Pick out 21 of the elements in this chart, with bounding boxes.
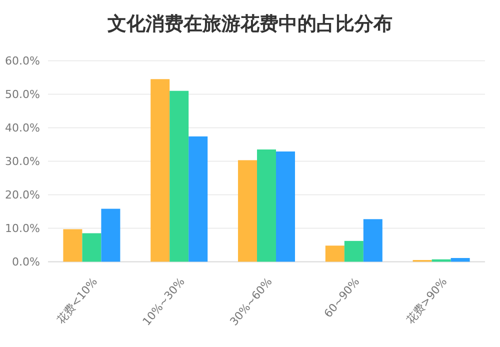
bar	[363, 219, 382, 262]
y-tick-label: 50.0%	[5, 88, 40, 102]
bar	[101, 208, 120, 262]
y-tick-label: 0.0%	[12, 256, 40, 269]
bar	[325, 246, 344, 262]
bar	[63, 229, 82, 262]
bar	[276, 151, 295, 262]
bar	[344, 240, 364, 262]
y-tick-label: 60.0%	[5, 54, 40, 68]
bar	[188, 136, 208, 262]
chart-title: 文化消费在旅游花费中的占比分布	[106, 13, 392, 35]
bar	[238, 160, 257, 262]
y-tick-label: 30.0%	[5, 155, 40, 168]
y-tick-label: 40.0%	[5, 122, 40, 135]
y-tick-label: 10.0%	[5, 222, 40, 236]
y-tick-label: 20.0%	[5, 188, 40, 202]
bar	[450, 258, 470, 262]
bar	[150, 79, 170, 262]
bar	[170, 90, 189, 262]
bar	[82, 233, 102, 262]
bar	[257, 149, 276, 262]
